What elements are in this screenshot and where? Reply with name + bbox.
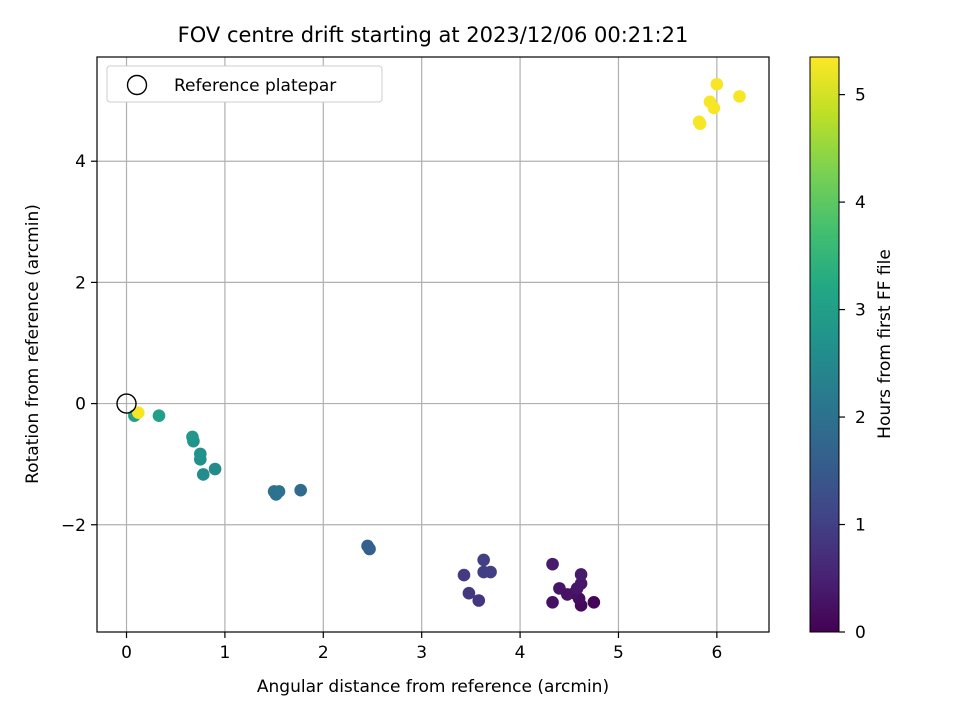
- colorbar-tick-label: 1: [855, 516, 866, 536]
- data-point: [196, 468, 210, 481]
- x-axis-label: Angular distance from reference (arcmin): [257, 677, 609, 697]
- data-point: [194, 447, 207, 461]
- data-point: [472, 594, 486, 607]
- data-point: [733, 90, 746, 103]
- colorbar-gradient: [809, 56, 840, 633]
- legend-label: Reference platepar: [174, 76, 336, 96]
- x-axis-ticks: 0 1 2 3 4 5 6: [121, 632, 722, 663]
- colorbar-tick-label: 3: [855, 301, 866, 321]
- x-tick-label: 6: [711, 643, 722, 663]
- data-point: [477, 553, 490, 567]
- colorbar-tick-label: 4: [855, 193, 866, 213]
- colorbar-ticks: 0 1 2 3 4 5: [839, 86, 866, 643]
- data-point: [574, 577, 588, 590]
- data-point: [186, 430, 199, 444]
- y-axis-label: Rotation from reference (arcmin): [23, 204, 43, 484]
- y-axis-ticks: −2 0 2 4: [61, 152, 97, 536]
- data-point: [692, 115, 706, 129]
- y-tick-label: 2: [75, 273, 86, 293]
- legend-box: [106, 65, 383, 103]
- data-point: [457, 568, 471, 582]
- y-tick-label: 4: [75, 152, 86, 172]
- y-tick-label: −2: [61, 516, 86, 536]
- colorbar-tick-label: 2: [855, 408, 866, 428]
- x-tick-label: 5: [613, 643, 624, 663]
- data-point: [361, 539, 374, 553]
- data-points: [128, 77, 746, 612]
- data-point: [703, 95, 717, 109]
- data-point: [587, 596, 601, 609]
- data-point: [546, 596, 559, 609]
- data-point: [546, 557, 559, 571]
- legend: Reference platepar: [106, 65, 383, 103]
- data-point: [484, 565, 497, 579]
- colorbar-tick-label: 0: [855, 623, 866, 643]
- x-tick-label: 0: [121, 643, 132, 663]
- reference-marker: [116, 393, 137, 414]
- data-point: [710, 77, 724, 91]
- data-point: [574, 568, 588, 581]
- data-point: [152, 409, 166, 422]
- x-tick-label: 3: [416, 643, 427, 663]
- colorbar-label: Hours from first FF file: [875, 249, 895, 439]
- y-tick-label: 0: [75, 395, 86, 415]
- chart-title: FOV centre drift starting at 2023/12/06 …: [178, 23, 689, 47]
- colorbar-tick-label: 5: [855, 86, 866, 106]
- colorbar: 0 1 2 3 4 5 Hours from first FF file: [809, 56, 895, 643]
- data-point: [553, 582, 566, 595]
- legend-marker-icon: [126, 74, 148, 96]
- data-point: [462, 586, 476, 600]
- reference-point: [116, 393, 137, 414]
- data-point: [132, 406, 145, 419]
- data-point: [294, 483, 307, 497]
- grid-lines: [97, 57, 769, 632]
- x-tick-label: 2: [318, 643, 329, 663]
- plot-frame: [96, 56, 770, 633]
- data-point: [272, 485, 286, 498]
- x-tick-label: 4: [515, 643, 526, 663]
- data-point: [208, 462, 222, 476]
- x-tick-label: 1: [219, 643, 230, 663]
